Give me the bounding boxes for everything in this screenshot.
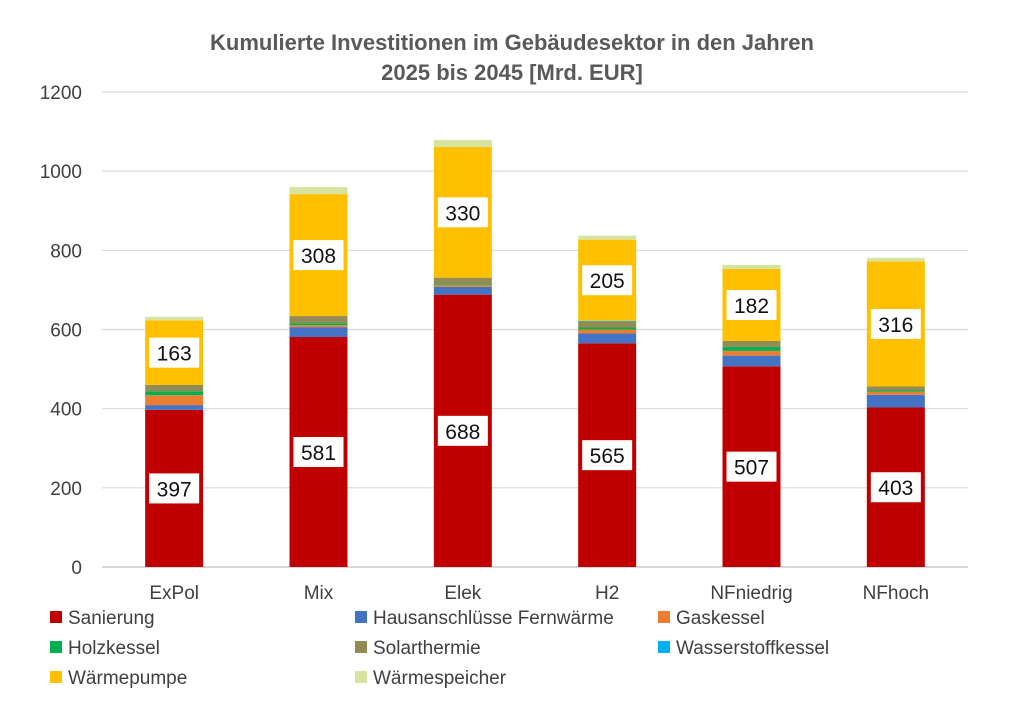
y-tick-label: 1000	[40, 162, 82, 183]
bar-segment	[866, 390, 925, 392]
y-tick-label: 200	[50, 479, 82, 500]
data-labels: 397 163 581 308 688 330 565 205 507 182 403 316	[149, 197, 921, 504]
data-label: 316	[878, 314, 913, 337]
data-label-box	[582, 440, 633, 471]
x-category-label: NFhoch	[863, 583, 930, 604]
y-axis-ticks: 0 200 400 600 800 1000 1200	[40, 83, 82, 579]
chart-title: Kumulierte Investitionen im Gebäudesekto…	[210, 30, 814, 85]
legend-label: Holzkessel	[68, 638, 160, 659]
legend-swatch	[50, 671, 62, 683]
bar-segment	[145, 384, 204, 392]
bar-segment	[578, 321, 637, 328]
bar-segment	[145, 405, 204, 410]
data-label-box	[726, 451, 777, 482]
data-label-box	[437, 197, 488, 228]
legend-label: Solarthermie	[373, 638, 481, 659]
bar-segment	[289, 325, 348, 328]
y-tick-label: 0	[71, 558, 82, 579]
legend-label: Gaskessel	[676, 608, 765, 629]
bar-segment	[722, 264, 781, 269]
data-label: 330	[445, 202, 480, 225]
bar-segment	[866, 386, 925, 391]
bar-segment	[289, 187, 348, 195]
data-label: 397	[157, 478, 192, 501]
y-tick-label: 1200	[40, 83, 82, 104]
legend-swatch	[355, 671, 367, 683]
bar-segment	[866, 391, 925, 395]
data-label-box	[726, 289, 777, 320]
data-label: 403	[878, 477, 913, 500]
bar-segment	[145, 316, 204, 321]
bar-segment	[289, 316, 348, 324]
data-label-box	[149, 337, 200, 368]
data-label: 565	[590, 445, 625, 468]
chart-title-line: 2025 bis 2045 [Mrd. EUR]	[381, 60, 643, 85]
bar-segment	[866, 394, 925, 408]
bar-segment	[145, 391, 204, 396]
chart-title-line: Kumulierte Investitionen im Gebäudesekto…	[210, 30, 814, 55]
bar-segment	[289, 323, 348, 326]
legend-swatch	[658, 611, 670, 623]
x-category-label: H2	[595, 583, 619, 604]
data-label: 182	[734, 295, 769, 318]
legend-swatch	[355, 611, 367, 623]
x-category-label: ExPol	[149, 583, 199, 604]
bar-segment	[433, 139, 492, 148]
data-label: 507	[734, 457, 769, 480]
data-label-box	[437, 415, 488, 446]
y-tick-label: 600	[50, 321, 82, 342]
bars	[145, 139, 925, 567]
legend-swatch	[50, 611, 62, 623]
gridlines	[102, 91, 968, 568]
y-tick-label: 800	[50, 241, 82, 262]
x-category-label: NFniedrig	[710, 583, 792, 604]
bar-segment	[722, 355, 781, 367]
y-tick-label: 400	[50, 400, 82, 421]
data-label-box	[870, 472, 921, 503]
x-category-label: Elek	[444, 583, 481, 604]
bar-segment	[722, 346, 781, 351]
data-label: 205	[590, 270, 625, 293]
bar-segment	[578, 333, 637, 344]
bar-segment	[433, 286, 492, 295]
x-axis-categories: ExPol Mix Elek H2 NFniedrig NFhoch	[149, 583, 929, 604]
bar-segment	[866, 257, 925, 262]
data-label: 581	[301, 442, 336, 465]
data-label: 163	[157, 343, 192, 366]
bar-segment	[578, 327, 637, 330]
legend-swatch	[658, 641, 670, 653]
legend-label: Wasserstoffkessel	[676, 638, 829, 659]
bar-segment	[433, 284, 492, 287]
bar-segment	[289, 327, 348, 338]
data-label: 308	[301, 245, 336, 268]
bar-segment	[722, 350, 781, 356]
data-label: 688	[445, 421, 480, 444]
legend: Sanierung Hausanschlüsse Fernwärme Gaskess…	[50, 608, 829, 689]
bar-segment	[578, 320, 637, 322]
legend-swatch	[355, 641, 367, 653]
data-label-box	[149, 473, 200, 504]
bar-segment	[578, 235, 637, 240]
data-label-box	[293, 437, 344, 468]
bar-segment	[722, 340, 781, 347]
legend-label: Hausanschlüsse Fernwärme	[373, 608, 614, 629]
legend-label: Wärmepumpe	[68, 668, 187, 689]
data-label-box	[293, 240, 344, 271]
data-label-box	[870, 308, 921, 339]
bar-segment	[145, 395, 204, 406]
bar-segment	[578, 329, 637, 334]
bar-segment	[433, 277, 492, 284]
legend-swatch	[50, 641, 62, 653]
bar-segment	[433, 283, 492, 285]
data-label-box	[582, 265, 633, 296]
legend-label: Wärmespeicher	[373, 668, 507, 689]
x-category-label: Mix	[304, 583, 334, 604]
legend-label: Sanierung	[68, 608, 155, 629]
